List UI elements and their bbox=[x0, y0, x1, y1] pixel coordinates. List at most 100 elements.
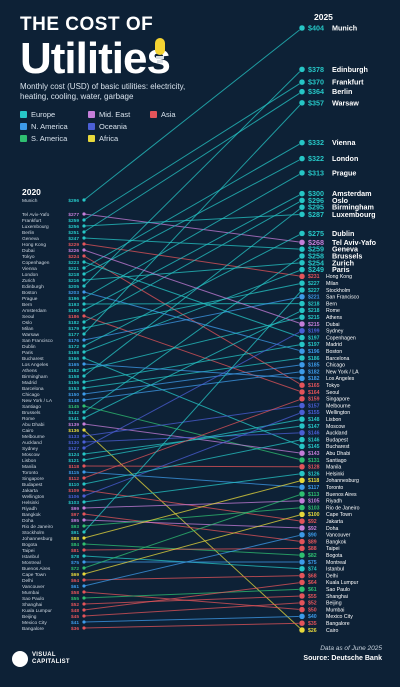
slope-line bbox=[83, 102, 303, 335]
value-label-2020: $133 bbox=[68, 434, 79, 440]
value-label-2020: $48 bbox=[71, 608, 79, 614]
point-2025 bbox=[298, 190, 306, 197]
city-label-2020: Sydney bbox=[22, 446, 39, 452]
logo: VISUAL CAPITALIST bbox=[12, 649, 82, 671]
city-label-2020: Moscow bbox=[22, 452, 40, 458]
city-label-2025: Los Angeles bbox=[326, 376, 355, 382]
city-label-2025: Paris bbox=[332, 265, 350, 274]
value-label-2025: $61 bbox=[308, 587, 317, 593]
city-label-2025: Beijing bbox=[326, 601, 342, 607]
point-2025 bbox=[298, 551, 306, 559]
slope-line bbox=[83, 493, 303, 569]
slope-line bbox=[83, 316, 303, 371]
point-2020 bbox=[82, 392, 86, 396]
slope-line bbox=[83, 27, 303, 201]
value-label-2025: $105 bbox=[308, 499, 320, 505]
city-label-2025: Istanbul bbox=[326, 567, 344, 573]
slope-line bbox=[83, 91, 303, 233]
point-2025 bbox=[298, 259, 306, 267]
city-label-2020: Barcelona bbox=[22, 386, 44, 392]
point-2025 bbox=[298, 558, 306, 566]
value-label-2025: $221 bbox=[308, 295, 320, 301]
value-label-2020: $148 bbox=[68, 398, 79, 404]
city-label-2020: Rome bbox=[22, 416, 35, 422]
point-2020 bbox=[82, 494, 86, 498]
point-2025 bbox=[298, 197, 306, 204]
point-2020 bbox=[82, 536, 86, 540]
value-label-2020: $150 bbox=[68, 392, 79, 398]
slope-line bbox=[83, 398, 303, 479]
city-label-2025: Wellington bbox=[326, 410, 350, 416]
point-2025 bbox=[298, 483, 306, 491]
point-2020 bbox=[82, 230, 86, 234]
value-label-2020: $229 bbox=[68, 242, 79, 248]
point-2020 bbox=[82, 548, 86, 552]
city-label-2025: Montreal bbox=[326, 560, 346, 566]
slope-line bbox=[83, 465, 303, 468]
slope-line bbox=[83, 249, 303, 325]
city-label-2025: Munich bbox=[332, 24, 357, 33]
value-label-2025: $100 bbox=[308, 512, 320, 518]
city-label-2020: Vancouver bbox=[22, 584, 45, 590]
city-label-2025: Copenhagen bbox=[326, 335, 356, 341]
city-label-2025: Lisbon bbox=[326, 417, 341, 423]
value-label-2025: $146 bbox=[308, 431, 320, 437]
city-label-2025: Berlin bbox=[332, 87, 352, 96]
point-2025 bbox=[298, 78, 306, 86]
value-label-2020: $259 bbox=[68, 218, 79, 224]
value-label-2025: $52 bbox=[308, 601, 317, 607]
point-2025 bbox=[298, 599, 306, 607]
value-label-2025: $332 bbox=[308, 138, 324, 147]
city-label-2025: Bogota bbox=[326, 553, 343, 559]
slope-line bbox=[83, 615, 303, 623]
city-label-2020: Sao Paulo bbox=[22, 596, 44, 602]
point-2020 bbox=[82, 458, 86, 462]
city-label-2025: Warsaw bbox=[332, 98, 359, 107]
point-2025 bbox=[298, 538, 306, 545]
city-label-2025: Amsterdam bbox=[332, 189, 372, 198]
city-label-2020: San Francisco bbox=[22, 338, 53, 344]
point-2020 bbox=[82, 626, 86, 630]
value-label-2025: $68 bbox=[308, 573, 317, 579]
point-2025 bbox=[298, 375, 306, 382]
legend-swatch bbox=[88, 123, 95, 130]
slope-line bbox=[83, 405, 303, 461]
value-label-2020: $97 bbox=[71, 512, 79, 518]
value-label-2025: $92 bbox=[308, 526, 317, 532]
point-2025 bbox=[298, 354, 306, 362]
point-2025 bbox=[298, 443, 306, 450]
slope-line bbox=[83, 432, 303, 443]
point-2020 bbox=[82, 614, 86, 618]
point-2020 bbox=[82, 482, 86, 486]
point-2020 bbox=[82, 218, 86, 222]
city-label-2020: Copenhagen bbox=[22, 260, 50, 266]
slope-line bbox=[83, 622, 303, 629]
city-label-2025: Chicago bbox=[326, 363, 345, 369]
city-label-2025: Kuala Lumpur bbox=[326, 580, 359, 586]
city-label-2025: Cairo bbox=[326, 628, 339, 634]
slope-line bbox=[83, 142, 303, 269]
city-label-2020: Montreal bbox=[22, 560, 41, 566]
point-2025 bbox=[298, 293, 306, 301]
value-label-2020: $177 bbox=[68, 332, 79, 338]
point-2025 bbox=[298, 422, 306, 430]
city-label-2025: Moscow bbox=[326, 424, 345, 430]
value-label-2020: $223 bbox=[68, 260, 79, 266]
slope-line bbox=[83, 581, 303, 611]
point-2025 bbox=[298, 24, 306, 32]
point-2020 bbox=[82, 320, 86, 324]
value-label-2025: $215 bbox=[308, 322, 320, 328]
legend-label: Europe bbox=[31, 110, 56, 119]
legend-label: Mid. East bbox=[99, 110, 131, 119]
value-label-2020: $166 bbox=[68, 356, 79, 362]
point-2025 bbox=[298, 381, 306, 389]
point-2025 bbox=[298, 327, 306, 335]
point-2020 bbox=[82, 500, 86, 504]
point-2020 bbox=[82, 428, 86, 432]
point-2020 bbox=[82, 236, 86, 240]
value-label-2025: $147 bbox=[308, 424, 320, 430]
city-label-2025: Athens bbox=[326, 315, 343, 321]
value-label-2020: $58 bbox=[71, 590, 79, 596]
point-2025 bbox=[298, 511, 306, 518]
value-label-2025: $182 bbox=[308, 369, 320, 375]
